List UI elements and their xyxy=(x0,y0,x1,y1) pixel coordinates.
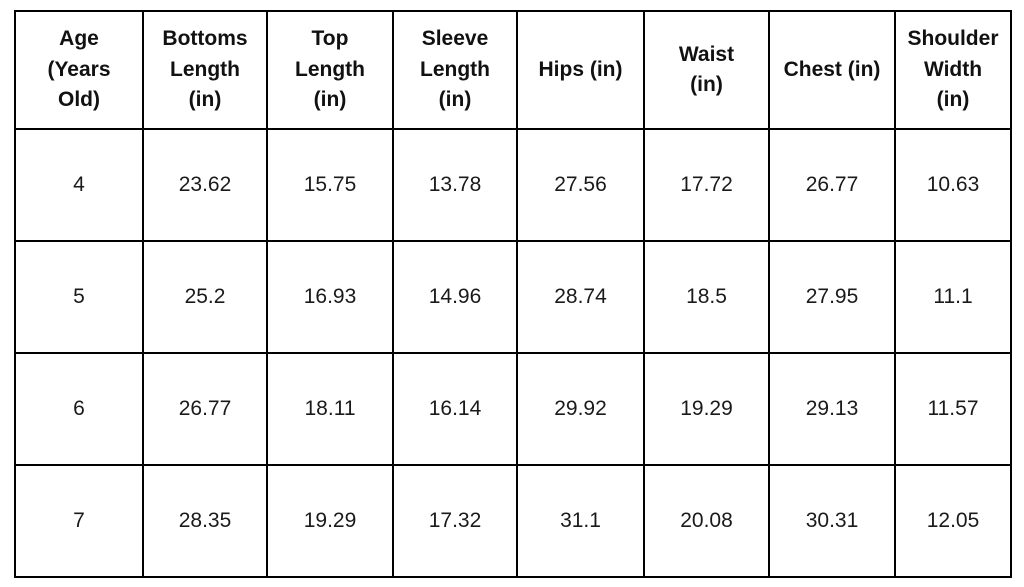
cell-shoulder-width: 11.57 xyxy=(894,352,1012,466)
cell-shoulder-width: 11.1 xyxy=(894,240,1012,354)
cell-shoulder-width: 10.63 xyxy=(894,128,1012,242)
cell-bottoms-length: 25.2 xyxy=(142,240,268,354)
table-row-age-7: 7 28.35 19.29 17.32 31.1 20.08 30.31 12.… xyxy=(14,464,1012,578)
column-header-sleeve-length: Sleeve Length (in) xyxy=(392,10,518,130)
cell-sleeve-length: 13.78 xyxy=(392,128,518,242)
cell-hips: 27.56 xyxy=(516,128,645,242)
cell-age: 6 xyxy=(14,352,144,466)
cell-waist: 19.29 xyxy=(643,352,770,466)
cell-age: 7 xyxy=(14,464,144,578)
table-row-age-4: 4 23.62 15.75 13.78 27.56 17.72 26.77 10… xyxy=(14,128,1012,242)
cell-top-length: 19.29 xyxy=(266,464,394,578)
cell-age: 4 xyxy=(14,128,144,242)
cell-sleeve-length: 17.32 xyxy=(392,464,518,578)
cell-chest: 29.13 xyxy=(768,352,896,466)
cell-hips: 31.1 xyxy=(516,464,645,578)
column-header-bottoms-length: Bottoms Length (in) xyxy=(142,10,268,130)
column-header-waist: Waist (in) xyxy=(643,10,770,130)
cell-waist: 17.72 xyxy=(643,128,770,242)
size-chart-table: Age (Years Old) Bottoms Length (in) Top … xyxy=(14,10,1012,578)
cell-hips: 28.74 xyxy=(516,240,645,354)
cell-top-length: 18.11 xyxy=(266,352,394,466)
table-row-age-5: 5 25.2 16.93 14.96 28.74 18.5 27.95 11.1 xyxy=(14,240,1012,354)
cell-top-length: 15.75 xyxy=(266,128,394,242)
cell-sleeve-length: 14.96 xyxy=(392,240,518,354)
cell-sleeve-length: 16.14 xyxy=(392,352,518,466)
cell-chest: 27.95 xyxy=(768,240,896,354)
column-header-shoulder-width: Shoulder Width (in) xyxy=(894,10,1012,130)
column-header-hips: Hips (in) xyxy=(516,10,645,130)
cell-chest: 30.31 xyxy=(768,464,896,578)
cell-bottoms-length: 23.62 xyxy=(142,128,268,242)
header-row: Age (Years Old) Bottoms Length (in) Top … xyxy=(14,10,1012,130)
cell-waist: 20.08 xyxy=(643,464,770,578)
cell-chest: 26.77 xyxy=(768,128,896,242)
cell-top-length: 16.93 xyxy=(266,240,394,354)
cell-shoulder-width: 12.05 xyxy=(894,464,1012,578)
column-header-top-length: Top Length (in) xyxy=(266,10,394,130)
cell-bottoms-length: 28.35 xyxy=(142,464,268,578)
cell-age: 5 xyxy=(14,240,144,354)
column-header-age: Age (Years Old) xyxy=(14,10,144,130)
cell-waist: 18.5 xyxy=(643,240,770,354)
column-header-chest: Chest (in) xyxy=(768,10,896,130)
table-row-age-6: 6 26.77 18.11 16.14 29.92 19.29 29.13 11… xyxy=(14,352,1012,466)
cell-hips: 29.92 xyxy=(516,352,645,466)
cell-bottoms-length: 26.77 xyxy=(142,352,268,466)
